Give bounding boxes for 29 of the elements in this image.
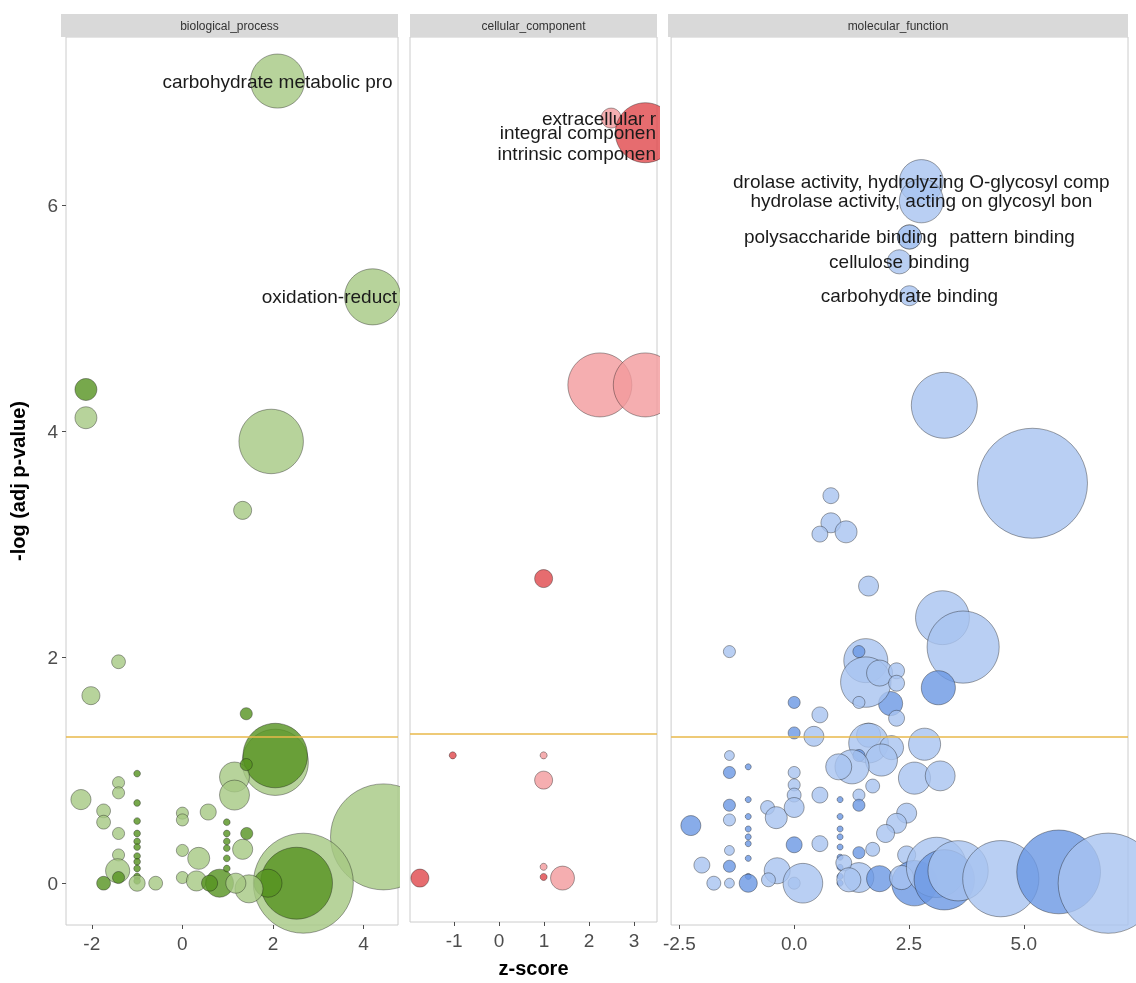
x-tick-label: 4 — [358, 933, 370, 954]
annotation: carbohydrate binding — [820, 285, 999, 307]
y-tick-label: 2 — [47, 646, 58, 668]
x-tick-label: -2 — [83, 933, 101, 954]
annotation: drolase activity, hydrolyzing O-glycosyl comp — [733, 171, 1110, 193]
chart-title: cellular_component — [481, 18, 587, 33]
y-tick-label: 6 — [47, 194, 58, 216]
y-tick-label: 0 — [47, 872, 58, 894]
chart-title: molecular_function — [847, 18, 949, 33]
annotation: carbohydrate metabolic pro — [162, 70, 393, 92]
y-axis-title: -log (adj p-value) — [7, 401, 29, 561]
x-tick-label: -2.5 — [662, 933, 696, 954]
x-tick-label: 0 — [493, 930, 505, 951]
x-tick-label: 2.5 — [895, 933, 923, 954]
y-tick-label: 4 — [47, 420, 59, 442]
x-tick-label: 3 — [628, 930, 640, 951]
x-tick-label: 0.0 — [780, 933, 808, 954]
annotation: cellulose binding — [829, 251, 970, 273]
x-tick-label: 0 — [177, 933, 188, 954]
x-axis-title: z-score — [498, 957, 569, 979]
x-tick-label: -1 — [445, 930, 463, 951]
x-tick-label: 5.0 — [1010, 933, 1037, 954]
annotation: pattern binding — [949, 226, 1075, 248]
annotation: polysaccharide binding — [743, 226, 938, 248]
chart-title: biological_process — [180, 18, 279, 33]
annotation: oxidation-reduct — [261, 286, 398, 308]
x-tick-label: 1 — [538, 930, 550, 951]
x-tick-label: 2 — [267, 933, 279, 954]
x-tick-label: 2 — [583, 930, 595, 951]
